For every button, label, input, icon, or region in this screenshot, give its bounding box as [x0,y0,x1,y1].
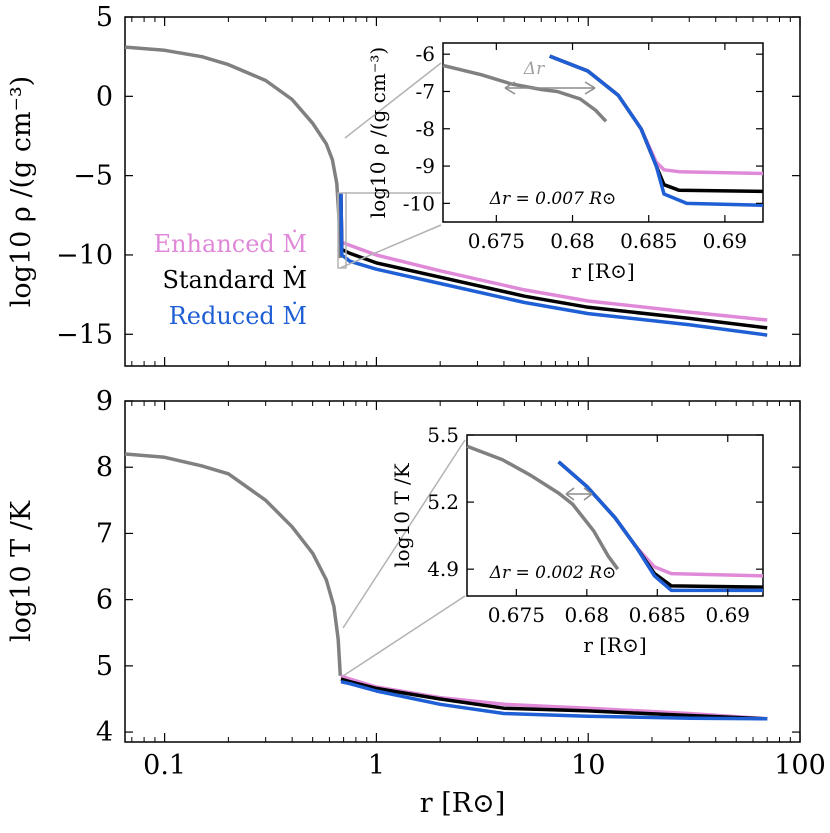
inset-x-tick-label: 0.68 [565,603,610,627]
series-line-interior [124,452,343,676]
legend-label: Standard Ṁ [162,265,307,294]
inset-series-reduced [557,460,763,593]
y-tick-label: 7 [96,518,113,549]
inset-bottom: 0.675 0.68 0.685 0.69 5.5 5.2 4.9 r [R⊙] log10 T… [342,423,764,677]
series-line-enhanced [340,674,768,721]
delta-r-arrowheads [504,81,596,95]
inset-x-tick-label: 0.68 [550,229,595,253]
series-line-standard [340,677,768,721]
legend: Enhanced Ṁ Standard Ṁ Reduced Ṁ [154,229,307,330]
panel-top: 5 0 −5 −10 −15 log10 ρ /(g cm⁻³) [6,2,801,367]
inset-connector [339,224,442,269]
x-tick-label: 1 [368,750,385,781]
legend-label: Reduced Ṁ [169,301,307,330]
inset-x-tick-label: 0.685 [629,603,686,627]
x-tick-label: 0.1 [143,750,186,781]
inset-x-tick-label: 0.685 [620,229,677,253]
inset-y-tick-label: 5.5 [427,423,459,447]
series-line-enhanced [339,193,768,322]
inset-x-tick-label: 0.69 [705,603,750,627]
y-tick-label: 4 [96,717,113,748]
series-line-reduced [339,193,768,337]
inset-annotation: Δr = 0.007 R⊙ [489,189,617,209]
y-tick-label: 5 [96,651,113,682]
inset-connector [344,62,442,139]
y-tick-label: −10 [56,240,113,271]
x-tick-label: 100 [774,750,826,781]
y-axis-label: log10 ρ /(g cm⁻³) [6,76,37,307]
series-line-reduced [340,679,768,721]
legend-label: Enhanced Ṁ [154,229,307,258]
inset-y-tick-label: -6 [416,42,435,66]
inset-y-tick-label: -10 [403,191,435,215]
inset-y-tick-label: -8 [416,117,435,141]
inset-x-tick-label: 0.69 [703,229,748,253]
inset-connector [342,439,466,629]
inset-x-tick-label: 0.675 [468,229,525,253]
inset-x-axis-label: r [R⊙] [571,259,634,283]
inset-y-tick-label: 4.9 [427,557,459,581]
y-tick-label: 5 [96,2,113,33]
zoom-box [337,192,347,269]
inset-x-axis-label: r [R⊙] [583,633,646,657]
inset-y-tick-label: -9 [416,154,435,178]
inset-top: 0.675 0.68 0.685 0.69 -6 -7 -8 -9 -10 r [R⊙] log10… [339,42,764,283]
inset-x-tick-label: 0.675 [488,603,545,627]
series-line-interior [124,45,343,259]
axes-frame [124,16,801,367]
x-axis-label: r [R⊙] [420,788,506,819]
inset-y-axis-label: log10 ρ /(g cm⁻³) [366,47,390,218]
inset-series-interior [466,444,620,571]
inset-series-reduced [549,54,764,207]
inset-annotation: Δr = 0.002 R⊙ [489,563,617,583]
delta-r-arrowheads [565,487,593,501]
panel-bottom: 9 8 7 6 5 4 0.1 1 10 100 log10 T /K [6,386,826,781]
x-tick-label: 10 [571,750,605,781]
y-tick-label: −15 [56,319,113,350]
axes-frame [124,400,801,743]
inset-y-axis-label: log10 T /K [390,462,414,567]
inset-connector [342,595,466,677]
delta-r-label: Δr [523,59,545,79]
y-tick-label: 9 [96,386,113,417]
inset-y-tick-label: 5.2 [427,490,459,514]
inset-series-interior [442,63,608,123]
y-tick-label: 6 [96,585,113,616]
y-tick-label: 0 [96,81,113,112]
series-line-standard [339,193,768,330]
y-axis-label: log10 T /K [6,500,37,642]
y-tick-label: −5 [73,161,113,192]
y-tick-label: 8 [96,452,113,483]
inset-y-tick-label: -7 [416,79,435,103]
